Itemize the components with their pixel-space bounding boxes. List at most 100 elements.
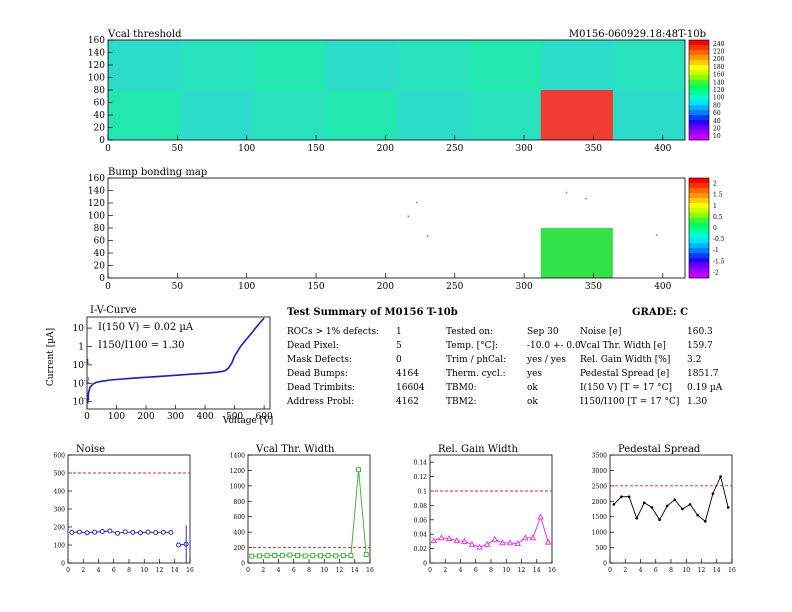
iv-y-tick-label: 10 xyxy=(73,398,85,408)
x-tick-label: 16 xyxy=(366,567,374,574)
colorbar-segment xyxy=(689,40,709,46)
x-tick-label: 10 xyxy=(502,567,510,574)
colorbar-tick-label: 1.5 xyxy=(713,192,723,199)
x-tick-label: 12 xyxy=(698,567,706,574)
data-point xyxy=(522,534,529,541)
data-point xyxy=(137,530,143,536)
summary-value: -10.0 +- 0.0 xyxy=(527,341,581,351)
x-tick-label: 350 xyxy=(585,282,602,292)
x-tick-label: 16 xyxy=(186,567,194,574)
y-tick-label: 600 xyxy=(234,514,246,521)
data-point xyxy=(130,529,136,535)
colorbar-tick-label: 2 xyxy=(713,181,717,188)
colorbar-segment xyxy=(689,80,709,86)
data-point xyxy=(145,529,151,535)
y-tick-label: 0 xyxy=(241,561,245,568)
colorbar-segment xyxy=(689,183,709,189)
x-tick-label: 6 xyxy=(112,567,116,574)
x-tick-label: 16 xyxy=(728,567,736,574)
noise-plot: 0 2 4 6 8 10 12 14 16 0 100 200 300 400 500 600 xyxy=(54,453,194,575)
plot-frame xyxy=(429,454,553,564)
data-point xyxy=(107,528,113,534)
y-tick-label: 60 xyxy=(94,99,106,109)
colorbar-tick-label: 180 xyxy=(713,64,725,71)
plot-frame xyxy=(247,454,371,564)
iv-x-tick-label: 0 xyxy=(84,412,90,422)
roc-tile xyxy=(180,40,253,90)
noise-panel: Noise 0 2 4 6 8 10 12 14 16 0 100 200 300 400 500 600 xyxy=(54,444,194,574)
y-tick-label: 160 xyxy=(88,174,105,184)
iv-xlabel: Voltage [V] xyxy=(222,416,273,426)
data-point xyxy=(272,552,278,558)
dead-bump-pixel xyxy=(585,198,587,200)
dead-bump-pixel xyxy=(407,215,410,217)
dead-roc-block xyxy=(540,90,613,140)
roc-tile xyxy=(252,90,325,140)
y-tick-label: 0.12 xyxy=(414,474,428,481)
x-tick-label: 2 xyxy=(623,567,627,574)
x-tick-label: 300 xyxy=(516,144,533,154)
data-point xyxy=(168,529,174,535)
colorbar-segment xyxy=(689,223,709,229)
dead-bump-pixel xyxy=(655,234,658,236)
y-tick-label: 100 xyxy=(88,212,105,222)
data-point xyxy=(491,535,499,542)
dead-bump-pixel xyxy=(415,201,418,204)
plot-frame xyxy=(609,454,733,564)
bump-colorbar: -2 -1.5 -1 -0.5 0 0.5 1 1.5 2 xyxy=(688,177,725,279)
data-point xyxy=(620,495,623,498)
colorbar-segment xyxy=(689,115,709,121)
y-tick-label: 300 xyxy=(54,507,66,514)
data-point xyxy=(665,504,669,508)
x-tick-label: 16 xyxy=(548,567,556,574)
series-line xyxy=(251,469,367,557)
colorbar-segment xyxy=(689,70,709,76)
y-tick-label: 40 xyxy=(94,249,106,259)
data-point xyxy=(279,552,285,558)
y-tick-label: 400 xyxy=(234,530,246,537)
data-point xyxy=(430,537,438,544)
colorbar-segment xyxy=(689,105,709,111)
y-tick-label: 140 xyxy=(88,49,105,59)
colorbar-tick-label: 220 xyxy=(713,49,725,56)
colorbar-frame xyxy=(688,177,710,279)
y-tick-label: 800 xyxy=(234,499,246,506)
data-point xyxy=(363,552,369,557)
data-point xyxy=(688,503,692,506)
series-line xyxy=(433,515,549,548)
data-point xyxy=(348,552,354,558)
colorbar-tick-label: -2 xyxy=(713,269,719,276)
roc-tile xyxy=(396,40,469,90)
colorbar-tick-label: 40 xyxy=(713,118,721,125)
y-tick-label: 1400 xyxy=(230,453,245,460)
colorbar-frame xyxy=(688,39,710,141)
colorbar-segment xyxy=(689,268,709,274)
data-point xyxy=(673,498,677,502)
x-tick-label: 8 xyxy=(489,567,493,574)
bump-bonding-map: 0 50 100 150 200 250 300 350 400 0 20 40 60 80 100 120 1… xyxy=(88,174,686,292)
data-point xyxy=(711,492,715,495)
summary-label: I(150 V) [T = 17 °C] xyxy=(580,382,672,393)
y-tick-label: 0 xyxy=(603,561,607,568)
colorbar-tick-label: -1 xyxy=(713,247,719,254)
x-tick-label: 0 xyxy=(428,567,432,574)
y-tick-label: 2500 xyxy=(592,483,607,490)
dead-bump-pixel xyxy=(427,235,429,237)
y-tick-label: 1000 xyxy=(592,530,607,537)
summary-value: 5 xyxy=(396,341,402,351)
test-summary: Test Summary of M0156 T-10b GRADE: C ROC… xyxy=(286,307,723,407)
summary-label: Therm. cycl.: xyxy=(446,369,506,379)
x-tick-label: 0 xyxy=(66,567,70,574)
data-point xyxy=(84,530,90,536)
colorbar-segment xyxy=(689,45,709,51)
colorbar-segment xyxy=(689,55,709,61)
roc-tile xyxy=(324,90,397,140)
colorbar-segment xyxy=(689,208,709,214)
y-tick-label: 500 xyxy=(54,471,66,478)
y-tick-label: 100 xyxy=(88,74,105,84)
data-point xyxy=(658,518,661,522)
data-point xyxy=(176,542,182,548)
data-point xyxy=(153,530,159,536)
